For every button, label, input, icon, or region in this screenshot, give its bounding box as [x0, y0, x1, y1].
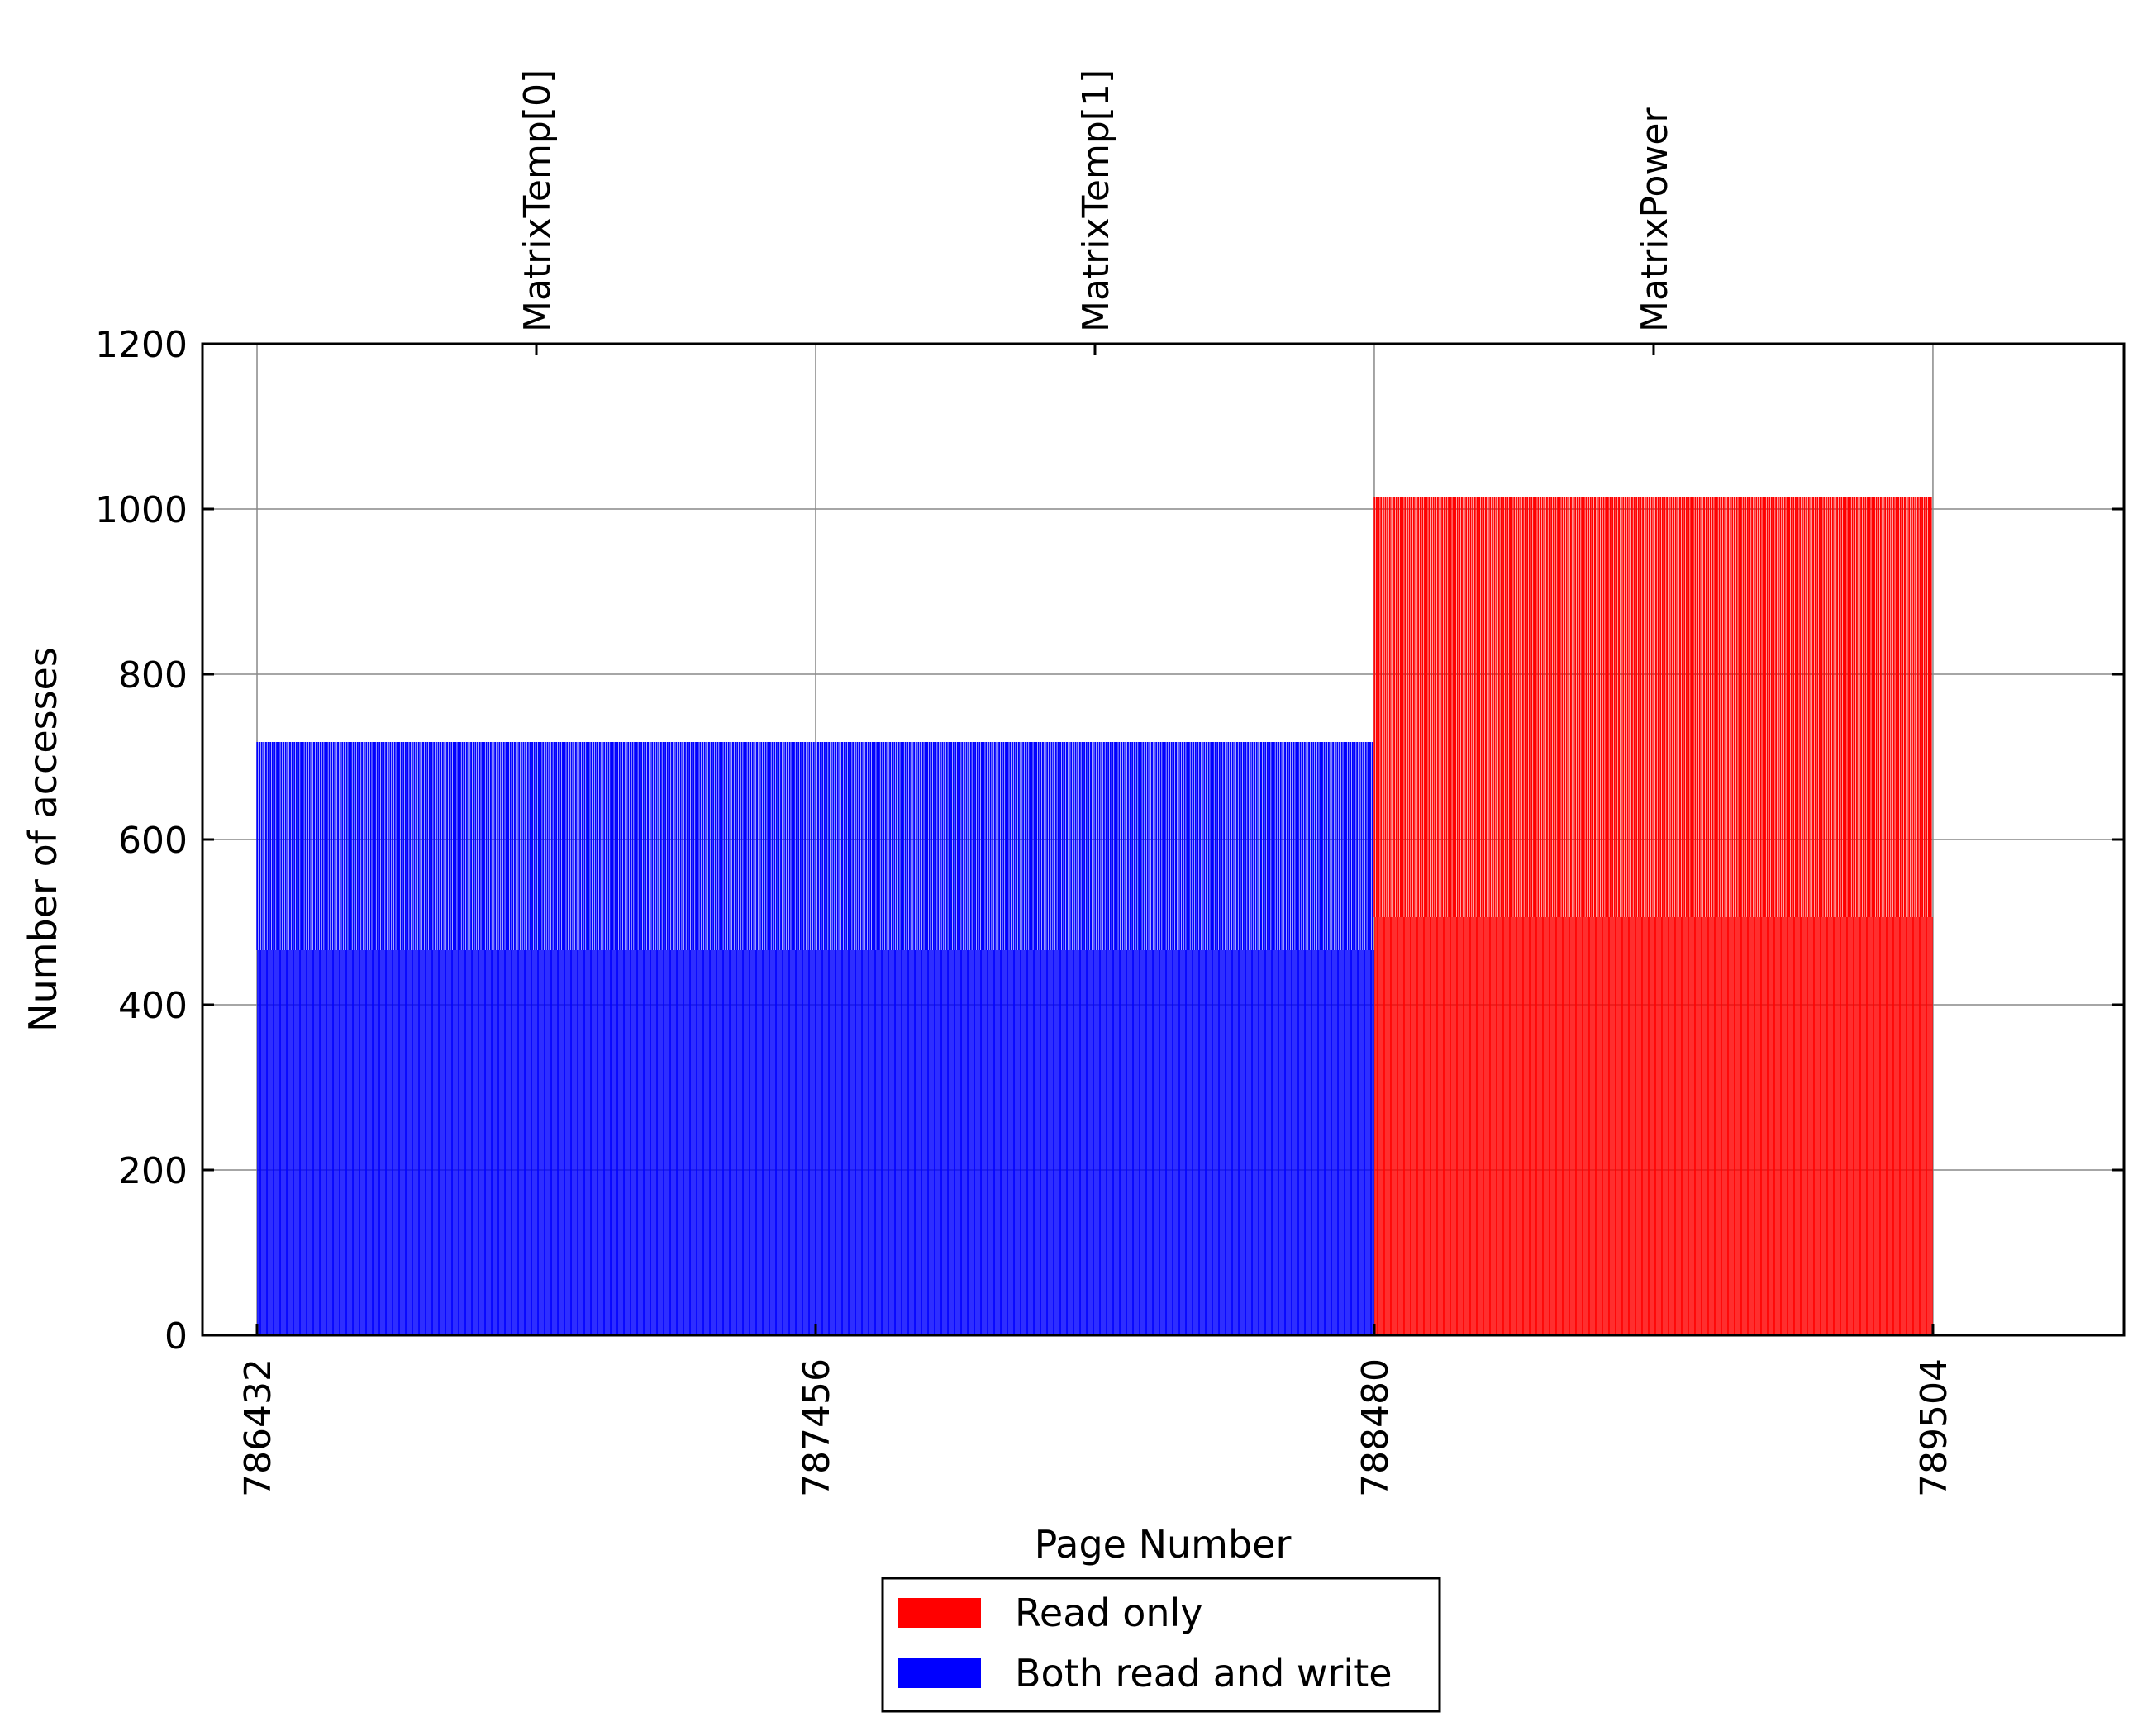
y-tick-label: 1200	[95, 324, 188, 366]
y-axis-title: Number of accesses	[21, 647, 65, 1032]
legend-swatch-read-write	[898, 1658, 981, 1688]
y-tick-label: 200	[118, 1150, 188, 1192]
legend-label-read-write: Both read and write	[1015, 1651, 1392, 1696]
x-tick-label: 786432	[237, 1358, 279, 1497]
top-tick-label: MatrixTemp[1]	[1075, 69, 1117, 332]
top-tick-label: MatrixTemp[0]	[517, 69, 559, 332]
y-tick-label: 1000	[95, 489, 188, 531]
x-tick-label: 787456	[796, 1358, 838, 1497]
bars	[256, 497, 1933, 1335]
legend-swatch-read-only	[898, 1598, 981, 1628]
legend: Read only Both read and write	[881, 1577, 1441, 1713]
x-axis-title: Page Number	[1035, 1522, 1292, 1567]
y-tick-label: 0	[164, 1315, 188, 1358]
x-tick-label: 789504	[1913, 1358, 1955, 1497]
top-tick-label: MatrixPower	[1634, 107, 1676, 332]
y-tick-label: 800	[118, 654, 188, 697]
y-tick-label: 400	[118, 985, 188, 1027]
axis-ticks: 0 200 400 600 800 1000 1200 786432 787456 788480 7…	[95, 69, 2124, 1497]
bar-read-only-base	[1373, 917, 1933, 1335]
y-tick-label: 600	[118, 820, 188, 862]
legend-label-read-only: Read only	[1015, 1591, 1203, 1635]
x-tick-label: 788480	[1354, 1358, 1397, 1497]
